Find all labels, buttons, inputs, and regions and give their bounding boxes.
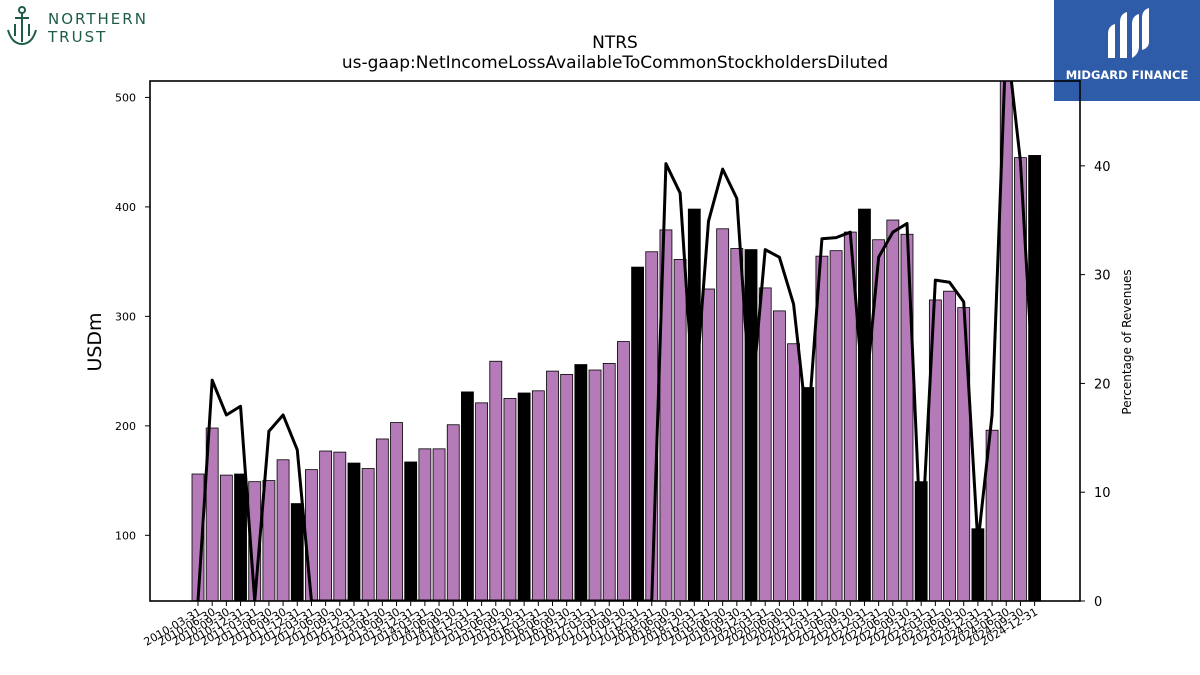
bar-2014-06-30 bbox=[432, 448, 446, 601]
bar-2015-12-31 bbox=[517, 392, 531, 601]
bar-2016-03-31 bbox=[531, 390, 545, 601]
bar-2019-09-30 bbox=[730, 248, 744, 601]
bar-2013-12-31 bbox=[404, 461, 418, 601]
left-logo-line2: TRUST bbox=[48, 28, 108, 46]
bar-2010-09-30 bbox=[219, 474, 233, 601]
bar-2022-03-31 bbox=[872, 239, 886, 601]
midgard-mark-icon bbox=[1108, 8, 1149, 58]
right-logo-text: MIDGARD FINANCE bbox=[1065, 68, 1189, 82]
bar-2017-12-31 bbox=[631, 266, 644, 601]
bar-2017-03-31 bbox=[588, 369, 602, 601]
bar-2015-06-30 bbox=[489, 360, 503, 601]
percentage-line bbox=[196, 81, 1037, 601]
bar-2012-12-31 bbox=[347, 462, 361, 601]
bar-2016-12-31 bbox=[574, 364, 588, 601]
plot-frame bbox=[149, 80, 1081, 602]
bar-2024-06-30 bbox=[999, 81, 1013, 601]
y-tick-label: 100 bbox=[115, 529, 136, 542]
bar-2015-03-31 bbox=[475, 402, 489, 601]
bar-2019-12-31 bbox=[744, 249, 758, 601]
northern-trust-logo: NORTHERN TRUST bbox=[4, 4, 164, 50]
bar-2024-03-31 bbox=[985, 429, 999, 601]
y2-axis-label: Percentage of Revenues bbox=[1120, 269, 1134, 414]
bar-2016-06-30 bbox=[546, 370, 559, 601]
y-axis-label: USDm bbox=[84, 312, 106, 371]
bars-layer bbox=[191, 81, 1042, 601]
bar-2019-03-31 bbox=[702, 288, 715, 601]
bar-2019-06-30 bbox=[716, 228, 730, 601]
bar-2010-06-30 bbox=[205, 427, 219, 601]
y-tick-label: 400 bbox=[115, 201, 136, 214]
bar-2012-06-30 bbox=[319, 450, 333, 601]
bar-2014-09-30 bbox=[446, 424, 460, 601]
chart-subtitle: us-gaap:NetIncomeLossAvailableToCommonSt… bbox=[342, 53, 888, 73]
bar-2020-09-30 bbox=[787, 343, 800, 601]
bar-2014-12-31 bbox=[461, 391, 474, 601]
bar-2011-12-31 bbox=[290, 503, 304, 601]
y2-tick-label: 30 bbox=[1094, 269, 1111, 284]
bar-2011-09-30 bbox=[276, 459, 290, 601]
midgard-finance-logo: MIDGARD FINANCE bbox=[1054, 0, 1200, 101]
bar-2021-06-30 bbox=[829, 250, 843, 601]
bar-2020-03-31 bbox=[758, 287, 772, 601]
y-tick-label: 200 bbox=[115, 420, 136, 433]
bar-2017-09-30 bbox=[617, 341, 630, 601]
bar-2010-12-31 bbox=[234, 473, 247, 601]
y2-tick-label: 20 bbox=[1094, 377, 1111, 392]
bar-2012-09-30 bbox=[333, 451, 347, 601]
bar-2022-06-30 bbox=[886, 219, 900, 601]
y2-tick-label: 40 bbox=[1094, 160, 1111, 175]
y-tick-label: 300 bbox=[115, 310, 136, 323]
anchor-icon bbox=[7, 6, 37, 46]
bar-2013-06-30 bbox=[375, 438, 389, 601]
y-tick-label: 500 bbox=[115, 91, 136, 104]
bar-2020-12-31 bbox=[801, 387, 815, 601]
bar-2013-03-31 bbox=[361, 468, 375, 601]
bar-2013-09-30 bbox=[390, 422, 403, 601]
left-logo-line1: NORTHERN bbox=[48, 10, 148, 28]
bar-2023-06-30 bbox=[943, 290, 956, 601]
bar-2018-09-30 bbox=[673, 259, 687, 601]
bar-2016-09-30 bbox=[560, 373, 574, 601]
bar-2015-09-30 bbox=[503, 398, 517, 601]
bar-2014-03-31 bbox=[418, 448, 432, 601]
line-layer bbox=[196, 81, 1037, 601]
bar-2020-06-30 bbox=[772, 310, 786, 601]
chart-title: NTRS bbox=[592, 33, 638, 53]
bar-2018-06-30 bbox=[659, 229, 673, 601]
bar-2024-12-31 bbox=[1028, 155, 1042, 601]
y2-tick-label: 10 bbox=[1094, 486, 1111, 501]
axes-layer: 1002003004005000102030402010-03-312010-0… bbox=[115, 80, 1111, 649]
bar-2012-03-31 bbox=[305, 469, 318, 601]
bar-2017-06-30 bbox=[602, 363, 616, 601]
y2-tick-label: 0 bbox=[1094, 595, 1102, 610]
